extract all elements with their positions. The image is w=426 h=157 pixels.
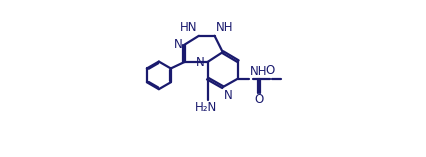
Text: NH: NH — [216, 21, 233, 34]
Text: HN: HN — [180, 21, 198, 34]
Text: O: O — [254, 93, 264, 106]
Text: N: N — [174, 38, 183, 51]
Text: N: N — [196, 56, 204, 69]
Text: N: N — [225, 89, 233, 102]
Text: O: O — [265, 64, 275, 77]
Text: NH: NH — [250, 65, 267, 78]
Text: H₂N: H₂N — [195, 101, 217, 114]
